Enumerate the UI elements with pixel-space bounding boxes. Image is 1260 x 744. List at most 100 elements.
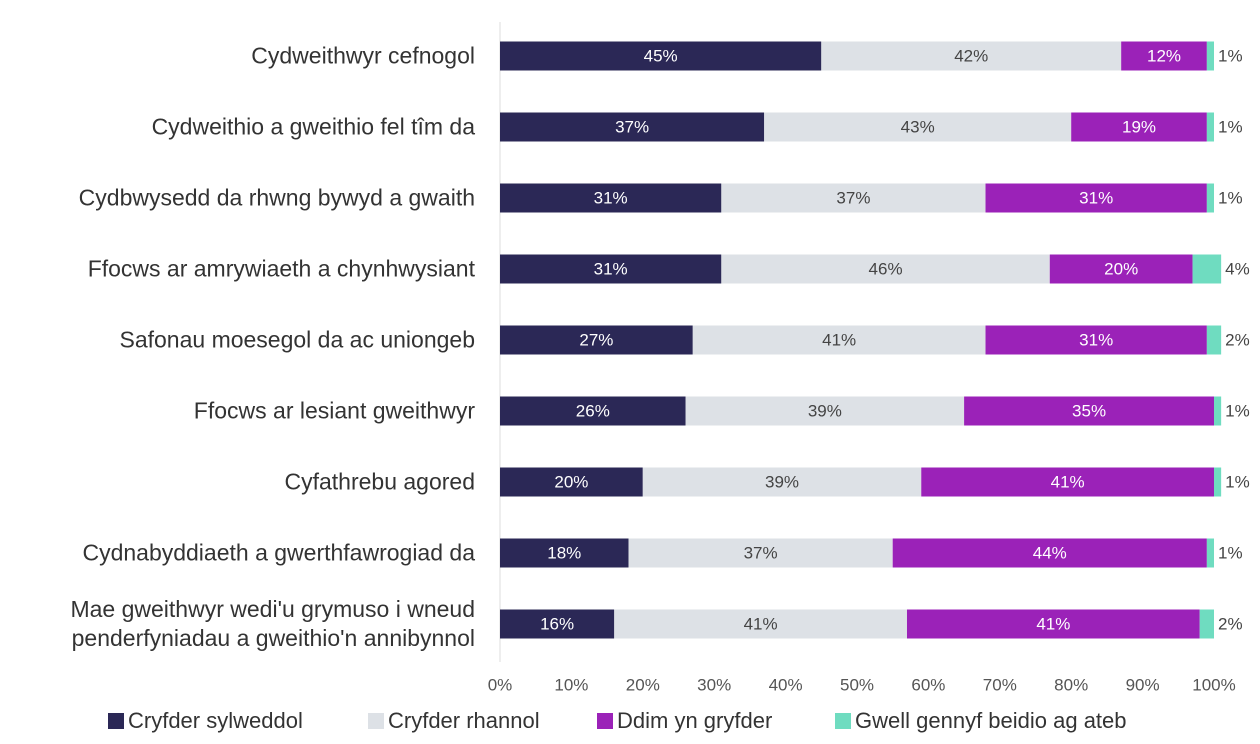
bar-segment	[500, 538, 629, 568]
bar-segment	[500, 467, 643, 497]
data-label: 1%	[1218, 46, 1243, 65]
bar-segment	[500, 183, 722, 213]
x-tick-label: 0%	[488, 675, 513, 694]
x-tick-label: 100%	[1192, 675, 1235, 694]
data-label: 1%	[1218, 543, 1243, 562]
legend-label: Cryfder sylweddol	[128, 708, 303, 733]
data-label: 45%	[644, 46, 678, 65]
x-tick-label: 70%	[983, 675, 1017, 694]
bar-segment	[1214, 396, 1222, 426]
data-label: 41%	[1036, 614, 1070, 633]
data-label: 1%	[1218, 188, 1243, 207]
category-label: Ffocws ar lesiant gweithwyr	[193, 397, 475, 424]
legend-swatch	[368, 713, 384, 729]
data-label: 16%	[540, 614, 574, 633]
data-label: 1%	[1225, 472, 1250, 491]
x-tick-label: 20%	[626, 675, 660, 694]
data-label: 4%	[1225, 259, 1250, 278]
bar-segment	[1206, 325, 1222, 355]
bar-segment	[1214, 467, 1222, 497]
legend-label: Gwell gennyf beidio ag ateb	[855, 708, 1127, 733]
bar-segment	[821, 41, 1122, 71]
bar-segment	[892, 538, 1207, 568]
bar-segment	[764, 112, 1072, 142]
data-label: 37%	[836, 188, 870, 207]
category-label: Cydbwysedd da rhwng bywyd a gwaith	[78, 184, 475, 211]
data-label: 2%	[1218, 614, 1243, 633]
legend-swatch	[108, 713, 124, 729]
bar-segment	[1049, 254, 1193, 284]
bar-segment	[1199, 609, 1214, 639]
category-label: Cyfathrebu agored	[284, 468, 475, 495]
data-label: 37%	[744, 543, 778, 562]
x-tick-label: 10%	[554, 675, 588, 694]
bar-segment	[964, 396, 1214, 426]
category-label: Safonau moesegol da ac uniongeb	[119, 326, 475, 353]
data-label: 1%	[1225, 401, 1250, 420]
data-label: 46%	[869, 259, 903, 278]
bar-segment	[906, 609, 1200, 639]
bar-segment	[1206, 183, 1214, 213]
bar-segment	[1206, 538, 1214, 568]
data-label: 31%	[1079, 330, 1113, 349]
data-label: 20%	[554, 472, 588, 491]
bar-segment	[500, 609, 615, 639]
bar-segment	[985, 325, 1207, 355]
data-label: 19%	[1122, 117, 1156, 136]
data-label: 2%	[1225, 330, 1250, 349]
data-label: 31%	[1079, 188, 1113, 207]
x-tick-label: 80%	[1054, 675, 1088, 694]
data-label: 41%	[744, 614, 778, 633]
bar-segment	[921, 467, 1214, 497]
x-tick-label: 30%	[697, 675, 731, 694]
data-label: 12%	[1147, 46, 1181, 65]
bar-segment	[500, 254, 722, 284]
legend-label: Cryfder rhannol	[388, 708, 540, 733]
category-label: Mae gweithwyr wedi'u grymuso i wneud pen…	[70, 596, 475, 651]
category-label: Cydnabyddiaeth a gwerthfawrogiad da	[82, 539, 475, 566]
data-label: 1%	[1218, 117, 1243, 136]
x-tick-label: 50%	[840, 675, 874, 694]
legend-label: Ddim yn gryfder	[617, 708, 772, 733]
data-label: 18%	[547, 543, 581, 562]
x-tick-label: 40%	[769, 675, 803, 694]
bar-segment	[985, 183, 1207, 213]
data-label: 41%	[822, 330, 856, 349]
data-label: 43%	[901, 117, 935, 136]
data-label: 42%	[954, 46, 988, 65]
data-label: 37%	[615, 117, 649, 136]
x-tick-label: 90%	[1126, 675, 1160, 694]
legend-swatch	[597, 713, 613, 729]
category-label: Cydweithwyr cefnogol	[251, 42, 475, 69]
data-label: 27%	[579, 330, 613, 349]
category-label: Cydweithio a gweithio fel tîm da	[151, 113, 475, 140]
bar-segment	[1206, 41, 1214, 71]
data-label: 39%	[765, 472, 799, 491]
data-label: 35%	[1072, 401, 1106, 420]
bar-segment	[1206, 112, 1214, 142]
bar-segment	[1071, 112, 1207, 142]
bar-segment	[721, 254, 1050, 284]
bar-segment	[500, 112, 765, 142]
data-label: 39%	[808, 401, 842, 420]
data-label: 31%	[594, 188, 628, 207]
bar-segment	[642, 467, 922, 497]
bar-segment	[1121, 41, 1207, 71]
bar-segment	[614, 609, 907, 639]
bar-segment	[692, 325, 986, 355]
x-tick-label: 60%	[911, 675, 945, 694]
bar-segment	[721, 183, 986, 213]
data-label: 41%	[1051, 472, 1085, 491]
data-label: 31%	[594, 259, 628, 278]
data-label: 44%	[1033, 543, 1067, 562]
bar-segment	[1192, 254, 1222, 284]
bar-segment	[628, 538, 893, 568]
data-label: 20%	[1104, 259, 1138, 278]
legend-swatch	[835, 713, 851, 729]
bar-segment	[500, 41, 822, 71]
bar-segment	[685, 396, 965, 426]
data-label: 26%	[576, 401, 610, 420]
bar-segment	[500, 325, 693, 355]
